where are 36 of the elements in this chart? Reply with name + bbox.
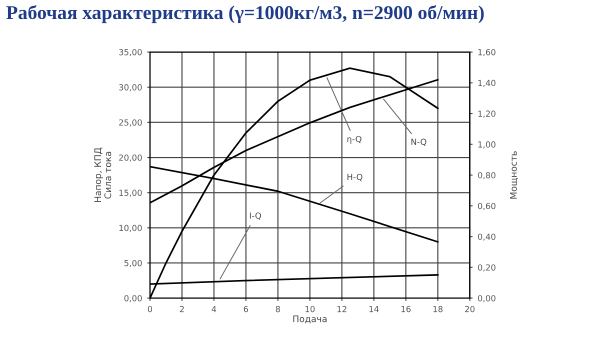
x-tick-label: 0 xyxy=(148,306,152,312)
y2-tick-label: 0,00 xyxy=(478,295,496,302)
x-tick-label: 20 xyxy=(465,306,475,312)
y2-axis-title: Мощность xyxy=(510,151,518,199)
y-axis-title: Напор, КПД Сила тока xyxy=(94,148,112,202)
y-tick-label: 35,00 xyxy=(119,49,142,56)
x-axis-title: Подача xyxy=(293,315,327,324)
y2-tick-label: 0,80 xyxy=(478,172,496,180)
y-tick-label: 15,00 xyxy=(119,190,142,197)
y-tick-label: 10,00 xyxy=(119,224,142,232)
y2-tick-label: 0,40 xyxy=(478,234,496,241)
x-tick-label: 6 xyxy=(244,306,248,312)
x-tick-label: 14 xyxy=(369,306,379,312)
annotation: I-Q xyxy=(250,212,261,220)
x-tick-label: 12 xyxy=(337,306,346,312)
y-tick-label: 0,00 xyxy=(124,295,142,302)
y2-tick-label: 1,60 xyxy=(478,49,496,56)
annotation: H-Q xyxy=(347,174,362,182)
y-tick-label: 5,00 xyxy=(124,260,142,268)
chart-title: Рабочая характеристика (γ=1000кг/м3, n=2900 об/мин) xyxy=(6,5,484,24)
y2-tick-label: 0,20 xyxy=(478,264,496,272)
x-tick-label: 16 xyxy=(401,306,411,312)
y2-tick-label: 0,60 xyxy=(478,202,496,210)
x-tick-label: 10 xyxy=(306,306,315,312)
x-tick-label: 18 xyxy=(433,306,443,312)
y2-tick-label: 1,40 xyxy=(478,80,496,87)
x-tick-label: 2 xyxy=(180,306,184,312)
annotation: N-Q xyxy=(411,138,426,146)
y-tick-label: 25,00 xyxy=(119,119,142,126)
x-tick-label: 8 xyxy=(276,306,280,312)
x-tick-label: 4 xyxy=(212,306,216,312)
y2-tick-label: 1,20 xyxy=(478,110,496,118)
y-tick-label: 30,00 xyxy=(119,84,142,92)
y-tick-label: 20,00 xyxy=(119,154,142,162)
annotation: η-Q xyxy=(347,136,362,144)
y2-tick-label: 1,00 xyxy=(478,141,496,148)
